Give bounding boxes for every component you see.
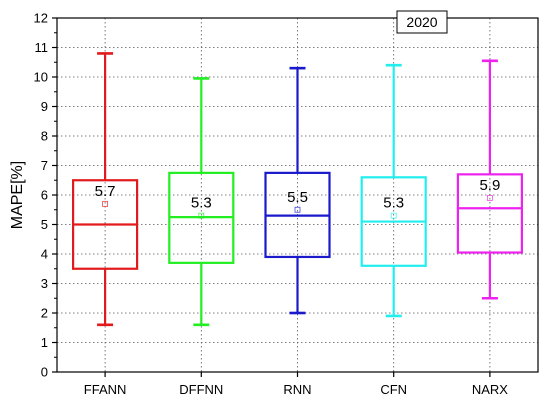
mean-marker [198, 212, 205, 219]
mean-label: 5.7 [95, 183, 116, 200]
box-rnn [264, 66, 331, 315]
y-tick-label: 6 [41, 188, 48, 203]
y-tick-label: 8 [41, 129, 48, 144]
year-badge: 2020 [406, 14, 437, 30]
mean-label: 5.3 [383, 195, 404, 212]
mean-marker [390, 212, 397, 219]
x-tick-label: CFN [380, 382, 407, 397]
y-tick-label: 10 [34, 70, 48, 85]
mean-marker [294, 206, 301, 213]
y-tick-label: 1 [41, 335, 48, 350]
y-tick-label: 9 [41, 99, 48, 114]
box-ffann [71, 52, 139, 327]
y-tick-label: 3 [41, 276, 48, 291]
x-tick-label: NARX [472, 382, 508, 397]
x-tick-label: DFFNN [179, 382, 223, 397]
box-series [71, 52, 523, 327]
y-tick-label: 0 [41, 365, 48, 380]
x-tick-label: RNN [283, 382, 311, 397]
mean-label: 5.5 [287, 189, 308, 206]
y-tick-label: 5 [41, 217, 48, 232]
mean-marker [102, 200, 108, 207]
y-tick-label: 2 [41, 306, 48, 321]
mean-label: 5.9 [479, 177, 500, 194]
box-narx [456, 59, 523, 300]
box-dffnn [168, 77, 235, 327]
y-tick-label: 11 [35, 40, 49, 55]
y-tick-label: 7 [41, 158, 48, 173]
year-badge-box [396, 10, 448, 34]
y-axis-title: MAPE[%] [9, 161, 26, 229]
y-tick-label: 12 [34, 11, 48, 26]
box-cfn [360, 63, 427, 318]
y-tick-label: 4 [41, 247, 48, 262]
mean-label: 5.3 [191, 195, 212, 212]
x-tick-label: FFANN [84, 382, 127, 397]
axes [52, 17, 539, 377]
box-iqr [456, 173, 523, 254]
mean-marker [486, 195, 493, 201]
